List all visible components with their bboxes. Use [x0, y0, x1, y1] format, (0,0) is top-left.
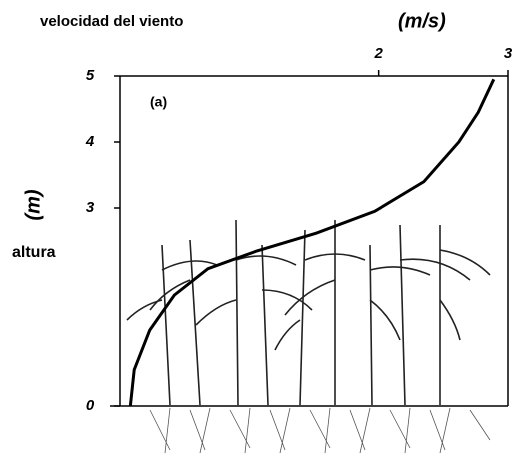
x-axis-unit: (m/s) [398, 10, 446, 32]
reed-illustration [126, 219, 491, 406]
y-tick-label: 3 [86, 199, 95, 216]
panel-label: (a) [150, 94, 167, 110]
x-axis-title: velocidad del viento [40, 13, 183, 30]
x-tick-label: 3 [504, 45, 513, 62]
y-axis-title: altura [12, 244, 56, 261]
wind-profile-line [128, 78, 496, 407]
y-tick-label: 4 [85, 133, 95, 150]
y-tick-label: 0 [86, 397, 95, 414]
y-axis-unit: (m) [22, 189, 44, 220]
root-illustration [149, 407, 491, 454]
x-tick-label: 2 [373, 45, 383, 62]
y-tick-label: 5 [86, 67, 95, 84]
